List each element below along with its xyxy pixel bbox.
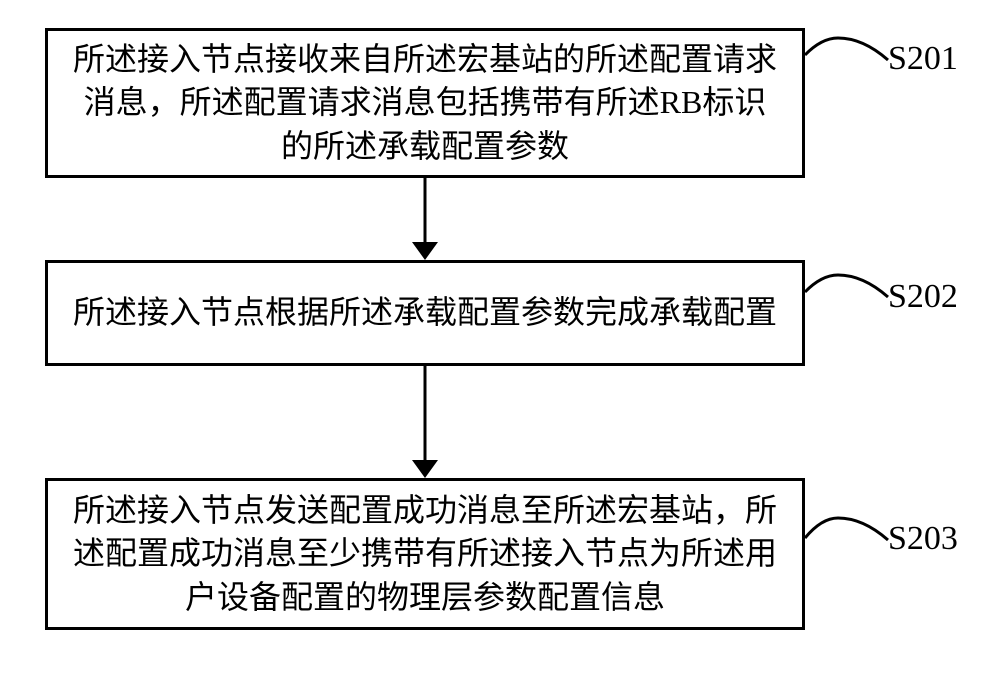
svg-overlay (0, 0, 1000, 681)
flowchart-canvas: 所述接入节点接收来自所述宏基站的所述配置请求消息，所述配置请求消息包括携带有所述… (0, 0, 1000, 681)
